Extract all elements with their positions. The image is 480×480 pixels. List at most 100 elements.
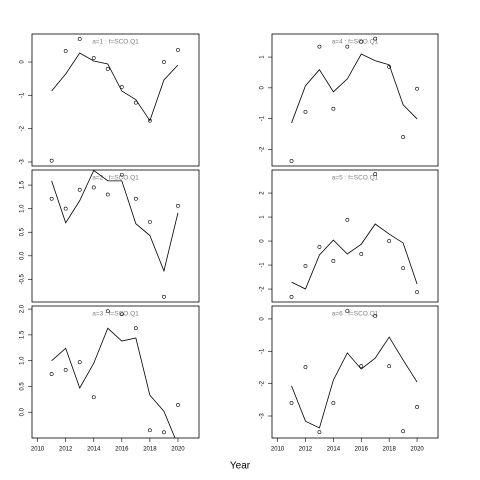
y-tick-label: 1.5 [20, 180, 26, 189]
data-point [147, 118, 152, 123]
y-tick-label: -2 [260, 286, 266, 292]
plot-area [49, 170, 180, 299]
data-point [176, 48, 180, 52]
data-point [176, 403, 180, 407]
data-point [387, 65, 392, 69]
data-point [91, 185, 96, 190]
data-point [133, 100, 138, 105]
y-tick-label: 0.5 [20, 227, 26, 236]
data-point [63, 49, 68, 53]
data-point [359, 252, 364, 256]
y-tick-label: -0.5 [20, 274, 26, 285]
data-point [49, 372, 54, 376]
y-tick-label: -1 [20, 92, 26, 98]
data-point [147, 428, 152, 433]
x-tick-label: 2020 [171, 447, 185, 453]
data-point [373, 172, 378, 176]
y-tick-label: 0 [260, 239, 266, 243]
data-point [317, 430, 322, 435]
data-point [133, 196, 138, 201]
panel-title: a=1 : f=SCO.Q1 [92, 39, 139, 46]
data-point [77, 37, 82, 41]
data-point [49, 196, 54, 201]
y-tick-label: -1 [260, 348, 266, 354]
panel-title: a=4 : f=SCO.Q1 [332, 39, 379, 46]
data-point [415, 405, 419, 409]
series-line [291, 53, 418, 124]
data-point [105, 67, 110, 71]
x-tick-label: 2018 [382, 447, 396, 453]
y-tick-label: -1 [260, 262, 266, 268]
data-point [289, 295, 294, 299]
data-point [331, 259, 336, 263]
data-point [289, 401, 294, 405]
x-axis-label: Year [230, 461, 251, 472]
panel-title: a=2 : f=SCO.Q1 [92, 175, 139, 182]
x-tick-label: 2018 [143, 447, 157, 453]
data-point [119, 172, 124, 177]
y-tick-label: -1 [260, 115, 266, 121]
x-tick-label: 2016 [115, 447, 129, 453]
plot-area [289, 308, 419, 435]
series-line [291, 223, 418, 290]
data-point [331, 106, 336, 111]
y-tick-label: 2 [260, 191, 266, 195]
x-tick-label: 2010 [271, 447, 285, 453]
panel-frame [31, 305, 200, 439]
data-point [359, 364, 364, 369]
data-point [303, 365, 308, 370]
x-tick-label: 2012 [299, 447, 313, 453]
x-tick-label: 2014 [87, 447, 101, 453]
data-point [387, 364, 392, 369]
panel-title: a=3 : f=SCO.Q1 [92, 311, 139, 318]
data-point [91, 395, 96, 400]
y-tick-label: -2 [20, 125, 26, 131]
data-point [401, 135, 406, 139]
data-point [345, 44, 350, 49]
data-point [401, 429, 406, 434]
data-point [331, 401, 336, 405]
series-line [51, 170, 179, 273]
data-point [345, 308, 350, 313]
data-point [49, 158, 54, 163]
data-point [162, 60, 166, 64]
data-point [345, 218, 350, 222]
data-point [415, 86, 419, 91]
x-tick-label: 2020 [410, 447, 424, 453]
series-line [51, 327, 176, 438]
x-tick-label: 2012 [59, 447, 73, 453]
panel-frame [271, 305, 439, 439]
y-tick-label: -3 [260, 413, 266, 419]
x-tick-label: 2014 [327, 447, 341, 453]
y-tick-label: 0 [260, 317, 266, 321]
y-tick-label: 1.5 [20, 330, 26, 339]
y-tick-label: 1 [260, 55, 266, 59]
data-point [317, 245, 322, 249]
data-point [359, 39, 364, 44]
data-point [373, 314, 378, 318]
data-point [387, 239, 392, 243]
data-point [317, 44, 322, 49]
data-point [303, 109, 308, 114]
y-tick-label: 0.0 [20, 407, 26, 416]
data-point [105, 192, 110, 197]
data-point [63, 206, 68, 211]
data-point [63, 368, 68, 372]
data-point [77, 360, 82, 365]
y-tick-label: 2.0 [20, 304, 26, 313]
data-point [373, 36, 378, 41]
y-tick-label: -3 [20, 159, 26, 165]
data-point [105, 309, 110, 314]
panel-title: a=6 : f=SCO.Q1 [332, 311, 379, 318]
y-tick-label: 0.5 [20, 382, 26, 391]
data-point [147, 219, 152, 224]
y-tick-label: 1.0 [20, 204, 26, 213]
y-tick-label: 0 [20, 60, 26, 64]
plot-area [289, 172, 419, 299]
y-tick-label: -2 [260, 380, 266, 386]
plot-area [49, 309, 180, 438]
data-point [289, 159, 294, 163]
y-tick-label: 0.0 [20, 251, 26, 260]
panel-frame [31, 33, 200, 167]
data-point [303, 264, 308, 268]
